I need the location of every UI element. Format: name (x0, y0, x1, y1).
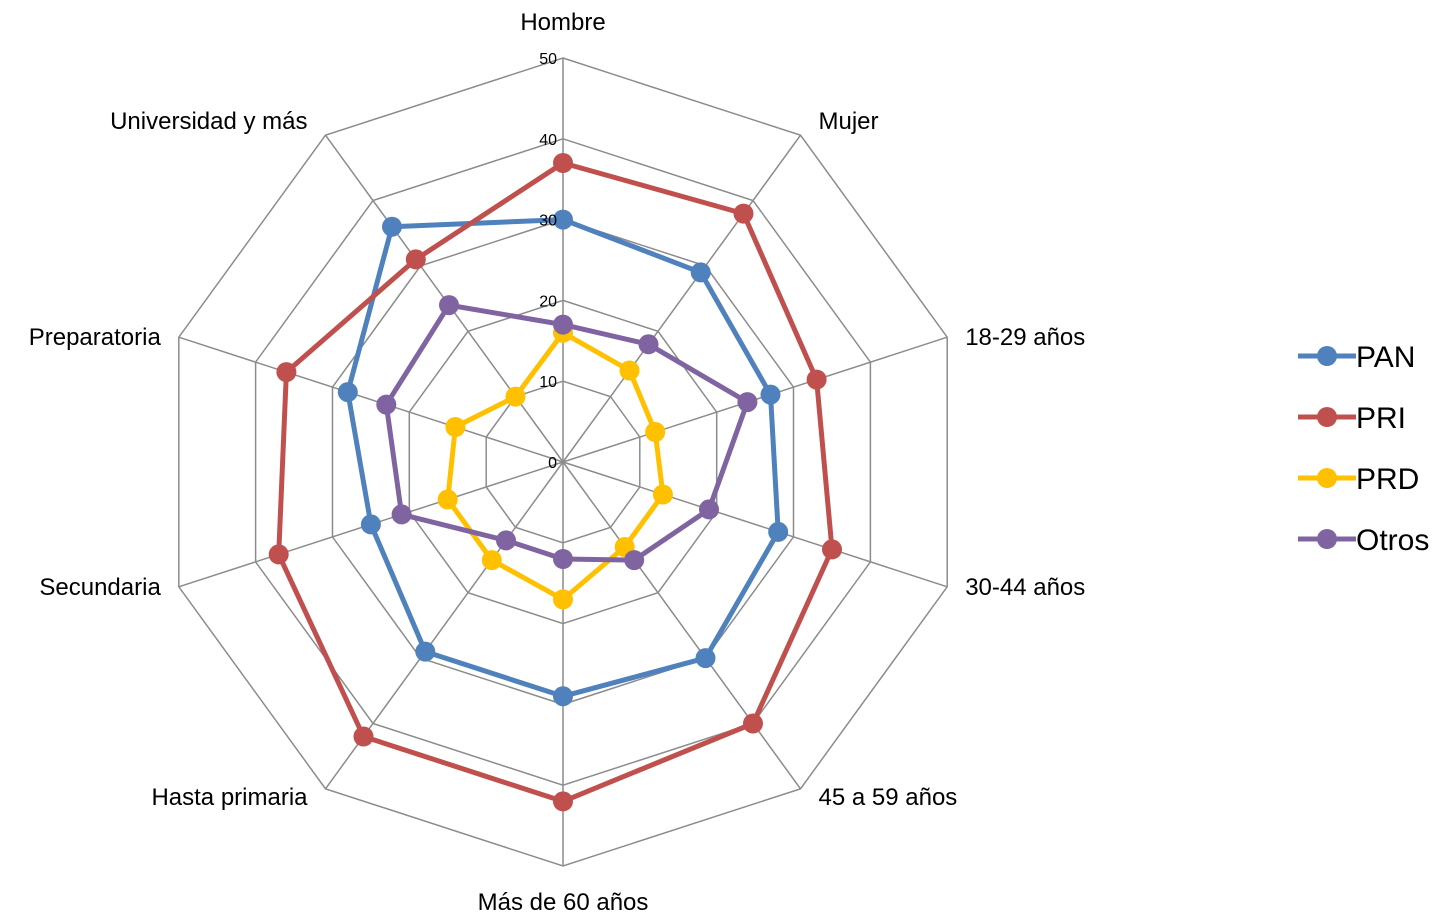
data-point-pan (360, 514, 381, 535)
legend: PAN PRI PRD Otros (1298, 341, 1429, 557)
category-label: Mujer (819, 108, 879, 135)
radial-tick-labels: 0 10 20 30 40 50 (539, 51, 557, 472)
tick-label: 40 (539, 132, 557, 149)
tick-label: 30 (539, 213, 557, 230)
data-point-pri (276, 362, 297, 383)
tick-label: 50 (539, 51, 557, 68)
legend-marker (1317, 407, 1337, 427)
data-point-pan (553, 686, 573, 707)
series-pri (268, 153, 842, 812)
radar-grid (178, 57, 948, 867)
grid-spoke (562, 461, 948, 588)
data-point-prd (553, 589, 573, 610)
grid-spoke (562, 461, 802, 790)
data-point-pri (743, 713, 763, 734)
data-point-pan (337, 382, 358, 403)
data-point-pri (353, 726, 374, 747)
data-point-otros (496, 530, 516, 551)
category-label: Secundaria (39, 574, 161, 601)
category-label: Preparatoria (29, 324, 162, 351)
data-point-otros (638, 334, 659, 355)
category-label: Universidad y más (110, 108, 307, 135)
legend-label: Otros (1356, 524, 1429, 557)
grid-spoke (178, 336, 564, 463)
data-point-prd (619, 360, 640, 381)
tick-label: 10 (539, 374, 557, 391)
data-point-pan (382, 216, 402, 237)
data-point-otros (391, 504, 412, 525)
category-label: Hombre (520, 9, 605, 36)
category-label: 18-29 años (965, 324, 1085, 351)
data-point-otros (624, 550, 645, 571)
data-point-otros (553, 314, 573, 335)
data-point-otros (376, 394, 397, 415)
grid-spoke (562, 134, 802, 463)
data-point-prd (437, 489, 458, 510)
data-point-pri (553, 153, 573, 173)
legend-item-prd: PRD (1298, 463, 1419, 496)
data-point-prd (445, 417, 466, 437)
data-point-pri (806, 369, 827, 390)
data-point-pan (690, 262, 711, 283)
tick-label: 0 (548, 455, 557, 472)
data-point-pan (553, 209, 573, 230)
data-point-prd (652, 484, 673, 505)
data-point-prd (505, 386, 526, 407)
legend-marker (1317, 346, 1337, 366)
legend-item-pan: PAN (1298, 341, 1415, 374)
data-point-pan (768, 521, 789, 542)
series-pan (337, 209, 789, 707)
tick-label: 20 (539, 293, 557, 310)
category-label: Más de 60 años (478, 889, 649, 916)
legend-label: PAN (1356, 341, 1415, 374)
category-labels: Hombre Mujer 18-29 años 30-44 años 45 a 59 a… (29, 9, 1086, 916)
legend-marker (1317, 468, 1337, 488)
series-otros (376, 295, 758, 571)
category-label: 45 a 59 años (819, 784, 958, 811)
legend-label: PRI (1356, 402, 1406, 435)
data-point-prd (481, 550, 502, 571)
legend-item-pri: PRI (1298, 402, 1406, 435)
legend-marker (1317, 529, 1337, 549)
data-point-otros (439, 295, 459, 316)
data-point-pri (405, 249, 426, 270)
legend-item-otros: Otros (1298, 524, 1429, 557)
data-point-pri (553, 791, 573, 812)
data-point-pri (733, 203, 754, 224)
data-point-otros (737, 392, 758, 413)
series-line-otros (383, 302, 750, 563)
data-point-pan (415, 641, 436, 662)
data-point-pri (822, 539, 842, 560)
category-label: 30-44 años (965, 574, 1085, 601)
data-point-pan (695, 648, 716, 669)
category-label: Hasta primaria (151, 784, 308, 811)
data-point-pan (760, 384, 781, 405)
series-layer (268, 153, 842, 812)
data-point-prd (645, 422, 666, 442)
data-point-otros (553, 549, 573, 569)
data-point-pri (268, 544, 289, 565)
data-point-otros (699, 499, 719, 520)
legend-label: PRD (1356, 463, 1419, 496)
